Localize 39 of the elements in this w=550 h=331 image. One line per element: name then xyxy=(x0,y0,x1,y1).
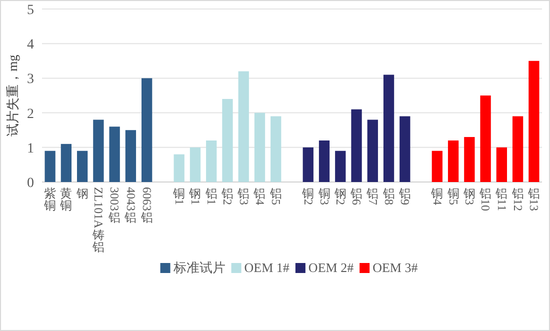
x-tick-label: 铝8 xyxy=(382,186,396,205)
x-tick-label: 铝5 xyxy=(268,186,284,205)
x-tick-label: 铜1 xyxy=(172,186,186,205)
legend-label: OEM 3# xyxy=(372,260,418,275)
x-tick-label: 铜4 xyxy=(430,186,444,205)
y-axis-title: 试片失重，mg xyxy=(5,54,20,136)
x-tick-label: 铝9 xyxy=(398,186,412,205)
x-tick-label: 钢 xyxy=(75,186,88,201)
x-tick-label: 铝12 xyxy=(510,186,525,211)
y-tick-label: 5 xyxy=(27,3,34,18)
legend-label: OEM 1# xyxy=(244,260,290,275)
x-tick-label: 3003铝 xyxy=(108,187,122,225)
y-tick-label: 1 xyxy=(27,141,34,156)
x-tick-label: 钢3 xyxy=(462,186,477,205)
x-tick-label: 铝13 xyxy=(526,186,542,211)
x-tick-label: 铝11 xyxy=(494,186,509,211)
y-tick-label: 2 xyxy=(27,106,34,122)
x-tick-label: 铝4 xyxy=(252,186,267,205)
legend-label: OEM 2# xyxy=(308,260,354,275)
y-tick-label: 0 xyxy=(27,176,34,191)
x-tick-label: 铝3 xyxy=(236,186,251,205)
x-tick-label: 铜3 xyxy=(317,186,332,205)
x-tick-label: 6063铝 xyxy=(140,187,154,225)
x-tick-label: 铝2 xyxy=(220,186,235,205)
legend-label: 标准试片 xyxy=(172,260,226,275)
x-tick-label: 铝7 xyxy=(366,186,380,205)
x-tick-label: 铝1 xyxy=(204,186,219,205)
x-tick-label: 铝6 xyxy=(350,186,364,205)
x-tick-label: 铜2 xyxy=(301,186,316,205)
y-tick-label: 3 xyxy=(27,72,34,88)
x-tick-label: 4043铝 xyxy=(124,187,138,225)
y-tick-label: 4 xyxy=(27,38,34,53)
x-tick-label: ZL101A铸铝 xyxy=(91,187,106,254)
x-tick-label: 钢1 xyxy=(188,186,202,205)
x-tick-label: 紫铜 xyxy=(43,186,56,213)
x-tick-label: 黄铜 xyxy=(59,186,72,213)
x-tick-label: 铝10 xyxy=(478,186,493,211)
x-tick-label: 钢2 xyxy=(333,186,348,205)
x-tick-label: 铜5 xyxy=(446,186,460,205)
